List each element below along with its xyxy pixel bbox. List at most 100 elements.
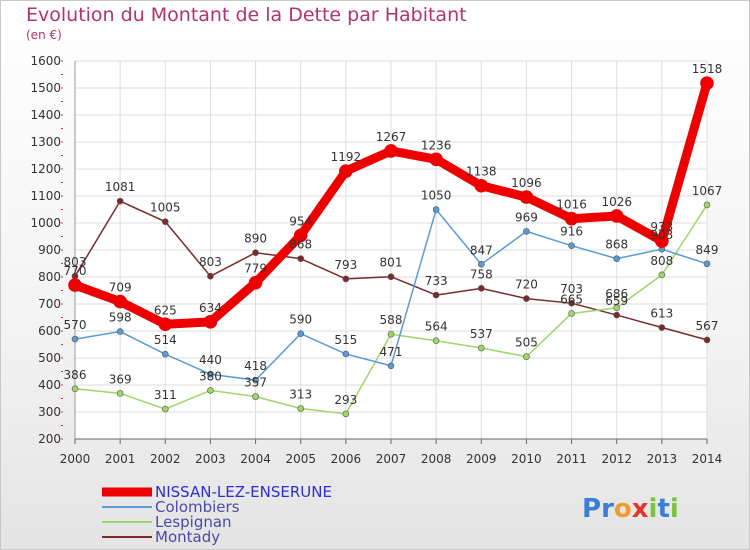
data-point-lespignan (161, 405, 169, 413)
data-point-colombiers (387, 362, 395, 370)
data-point-montady (297, 255, 305, 262)
x-tick-label: 2008 (421, 452, 452, 466)
data-label-nissan-lez-enserune: 1096 (511, 176, 542, 190)
data-point-lespignan (432, 337, 440, 345)
x-tick-label: 2014 (692, 452, 723, 466)
data-label-lespignan: 564 (425, 320, 448, 334)
legend-label: Montady (155, 528, 220, 546)
data-label-colombiers: 598 (109, 311, 132, 325)
data-point-montady (387, 273, 395, 281)
data-label-nissan-lez-enserune: 933 (650, 220, 673, 234)
data-point-lespignan (252, 393, 259, 400)
data-label-lespignan: 386 (64, 368, 87, 382)
data-label-colombiers: 847 (470, 243, 493, 257)
data-point-montady (613, 311, 621, 319)
x-tick-label: 2013 (647, 452, 678, 466)
data-point-lespignan (568, 310, 575, 317)
y-tick-label: 500 (38, 351, 61, 365)
data-point-nissan-lez-enserune (564, 211, 579, 226)
data-label-montady: 868 (289, 238, 312, 252)
data-label-lespignan: 369 (109, 372, 132, 386)
y-tick-label: 1100 (30, 189, 61, 203)
y-tick-label: 1500 (30, 81, 61, 95)
x-tick-label: 2009 (466, 452, 497, 466)
data-point-nissan-lez-enserune (203, 315, 218, 329)
x-tick-label: 2001 (105, 452, 136, 466)
x-tick-label: 2012 (601, 452, 632, 466)
data-point-montady (116, 197, 124, 205)
y-tick-label: 700 (38, 297, 61, 311)
data-point-nissan-lez-enserune (384, 144, 398, 158)
data-point-montady (252, 249, 259, 256)
x-tick-label: 2010 (511, 452, 542, 466)
data-label-nissan-lez-enserune: 779 (244, 262, 267, 276)
data-point-nissan-lez-enserune (68, 278, 82, 292)
x-tick-label: 2011 (556, 452, 587, 466)
y-tick-label: 900 (38, 243, 61, 257)
data-point-montady (161, 218, 169, 225)
data-point-montady (432, 291, 440, 299)
data-label-montady: 803 (199, 255, 222, 269)
data-point-colombiers (568, 242, 575, 249)
data-label-montady: 793 (334, 258, 357, 272)
data-label-lespignan: 380 (199, 369, 222, 383)
data-label-lespignan: 357 (244, 376, 267, 390)
data-label-montady: 1081 (105, 180, 136, 194)
data-point-nissan-lez-enserune (609, 209, 624, 223)
data-label-montady: 720 (515, 278, 538, 292)
data-label-colombiers: 916 (560, 225, 583, 239)
data-point-montady (477, 285, 485, 292)
data-label-montady: 758 (470, 267, 493, 281)
data-point-nissan-lez-enserune (429, 152, 443, 167)
y-tick-label: 1300 (30, 135, 61, 149)
data-label-montady: 733 (425, 274, 448, 288)
data-point-colombiers (161, 350, 169, 358)
chart-title: Evolution du Montant de la Dette par Hab… (26, 4, 467, 26)
data-point-colombiers (71, 335, 79, 343)
data-point-nissan-lez-enserune (158, 317, 173, 332)
x-tick-label: 2002 (150, 452, 181, 466)
y-tick-label: 600 (38, 324, 61, 338)
data-point-montady (523, 295, 530, 302)
data-label-nissan-lez-enserune: 1138 (466, 165, 497, 179)
data-point-colombiers (703, 260, 711, 268)
data-point-nissan-lez-enserune (655, 234, 669, 248)
data-label-colombiers: 471 (380, 345, 403, 359)
data-label-colombiers: 590 (289, 313, 312, 327)
data-label-montady: 659 (605, 294, 628, 308)
data-point-lespignan (297, 405, 305, 412)
data-point-colombiers (432, 206, 440, 213)
y-tick-label: 1200 (30, 162, 61, 176)
y-tick-label: 1600 (30, 54, 61, 68)
data-label-montady: 613 (650, 306, 673, 320)
data-label-lespignan: 808 (650, 254, 673, 268)
y-tick-label: 800 (38, 270, 61, 284)
x-tick-label: 2006 (331, 452, 362, 466)
brand-logo: Proxiti (582, 494, 679, 524)
data-label-colombiers: 570 (64, 318, 87, 332)
data-point-lespignan (658, 271, 666, 279)
data-label-montady: 703 (560, 282, 583, 296)
data-point-colombiers (207, 370, 214, 378)
data-point-lespignan (703, 201, 711, 209)
data-point-colombiers (252, 376, 259, 384)
data-label-montady: 890 (244, 232, 267, 246)
data-point-montady (568, 299, 575, 307)
data-point-lespignan (523, 353, 530, 360)
data-label-montady: 801 (380, 256, 403, 270)
legend-label: Lespignan (155, 513, 232, 531)
data-label-lespignan: 293 (334, 393, 357, 407)
data-point-colombiers (116, 328, 124, 335)
data-label-colombiers: 514 (154, 333, 177, 347)
data-point-nissan-lez-enserune (339, 164, 353, 178)
data-point-montady (207, 272, 214, 280)
x-tick-label: 2004 (240, 452, 271, 466)
data-label-colombiers: 1050 (421, 189, 452, 203)
data-label-lespignan: 313 (289, 387, 312, 401)
data-label-nissan-lez-enserune: 1267 (376, 130, 407, 144)
data-point-montady (703, 336, 711, 344)
data-label-montady: 803 (64, 255, 87, 269)
data-label-colombiers: 515 (334, 333, 357, 347)
data-label-nissan-lez-enserune: 1026 (601, 195, 632, 209)
data-label-nissan-lez-enserune: 1192 (331, 150, 362, 164)
